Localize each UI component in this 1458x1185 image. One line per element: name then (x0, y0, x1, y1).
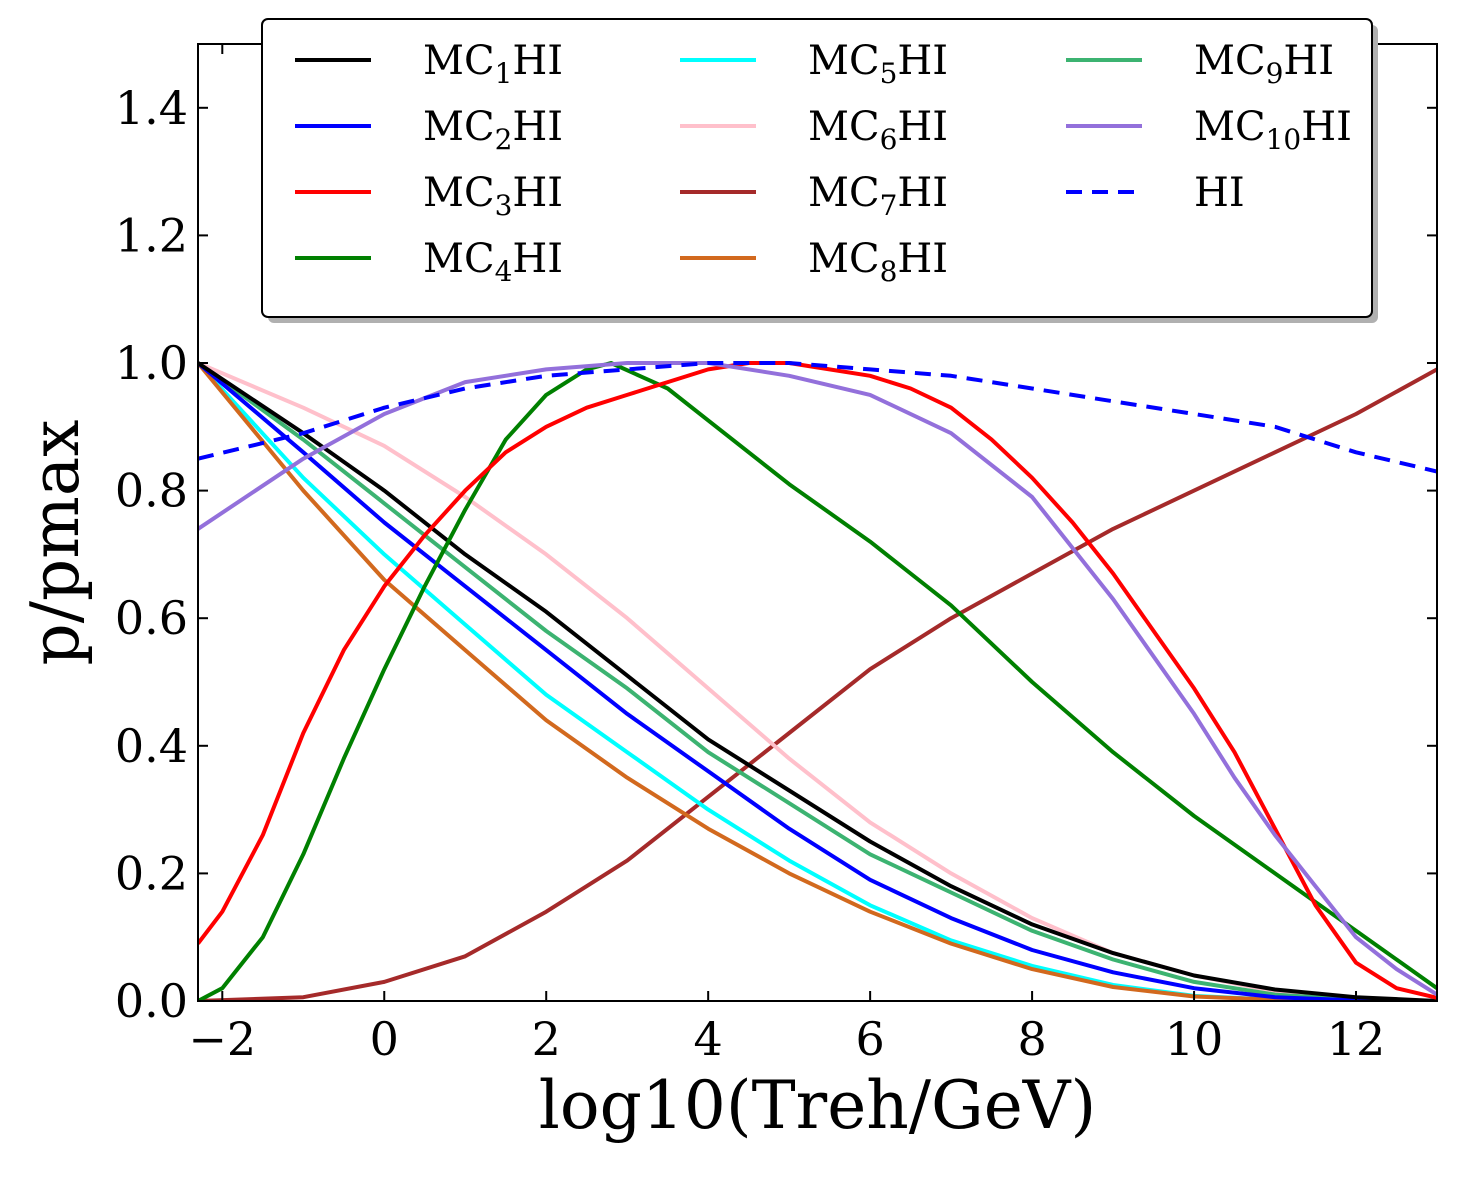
legend-entry-mc7hi: MC7HI (680, 170, 948, 222)
legend-entry-mc3hi: MC3HI (295, 170, 563, 222)
series-line-hi (198, 361, 1437, 474)
legend-entry-mc8hi: MC8HI (680, 236, 948, 288)
x-tick-label: 6 (855, 1012, 884, 1066)
legend-label: MC2HI (423, 104, 563, 156)
legend-entry-mc4hi: MC4HI (295, 236, 563, 288)
legend-label: MC5HI (808, 38, 948, 90)
x-tick-label: 4 (694, 1012, 723, 1066)
x-tick-label: 10 (1165, 1012, 1224, 1066)
legend-entry-hi: HI (1066, 170, 1245, 216)
axis-ticks: −2 0 2 4 6 8 10 12 0.0 0.2 0.4 0.6 0.8 1.0 1.2 1.4 (115, 44, 1437, 1066)
y-tick-label: 1.4 (115, 81, 188, 135)
legend-label: MC10HI (1194, 104, 1352, 156)
x-tick-label: −2 (188, 1012, 256, 1066)
series-line-mc8hi (198, 361, 1437, 1001)
y-tick-label: 1.0 (115, 336, 188, 390)
series-line-mc10hi (198, 361, 1437, 997)
legend-label: MC3HI (423, 170, 563, 222)
y-axis-label: p/pmax (17, 420, 94, 666)
legend-entries: MC1HI MC2HI MC3HI MC4HI MC5HI MC6HI MC7HI MC8HI… (295, 38, 1352, 288)
legend: MC1HI MC2HI MC3HI MC4HI MC5HI MC6HI MC7HI MC8HI… (261, 18, 1378, 323)
y-tick-label: 0.2 (115, 846, 188, 900)
series-line-mc3hi (198, 361, 1437, 1000)
y-tick-label: 0.6 (115, 591, 188, 645)
y-tick-label: 0.4 (115, 719, 188, 773)
legend-entry-mc1hi: MC1HI (295, 38, 563, 90)
x-tick-label: 2 (532, 1012, 561, 1066)
y-tick-label: 0.0 (115, 974, 188, 1028)
series-line-mc7hi (198, 367, 1437, 1001)
y-tick-label: 1.2 (115, 208, 188, 262)
x-tick-label: 12 (1327, 1012, 1386, 1066)
legend-entry-mc6hi: MC6HI (680, 104, 948, 156)
legend-label: MC4HI (423, 236, 563, 288)
legend-label: MC8HI (808, 236, 948, 288)
legend-entry-mc5hi: MC5HI (680, 38, 948, 90)
series-line-mc9hi (198, 361, 1437, 1001)
legend-label: MC9HI (1194, 38, 1334, 90)
legend-entry-mc10hi: MC10HI (1066, 104, 1352, 156)
legend-label: MC6HI (808, 104, 948, 156)
legend-entry-mc9hi: MC9HI (1066, 38, 1334, 90)
x-tick-label: 0 (370, 1012, 399, 1066)
x-tick-label: 8 (1017, 1012, 1046, 1066)
legend-box (261, 18, 1373, 318)
x-axis-label: log10(Treh/GeV) (539, 1067, 1096, 1144)
series-line-mc1hi (198, 361, 1437, 1001)
legend-label: MC7HI (808, 170, 948, 222)
series-line-mc5hi (198, 361, 1437, 1001)
plot-area (198, 361, 1437, 1001)
series-line-mc2hi (198, 361, 1437, 1001)
legend-entry-mc2hi: MC2HI (295, 104, 563, 156)
series-line-mc6hi (198, 361, 1437, 1001)
legend-label: MC1HI (423, 38, 563, 90)
y-tick-label: 0.8 (115, 464, 188, 518)
series-line-mc4hi (198, 361, 1437, 1001)
legend-label: HI (1194, 170, 1245, 216)
